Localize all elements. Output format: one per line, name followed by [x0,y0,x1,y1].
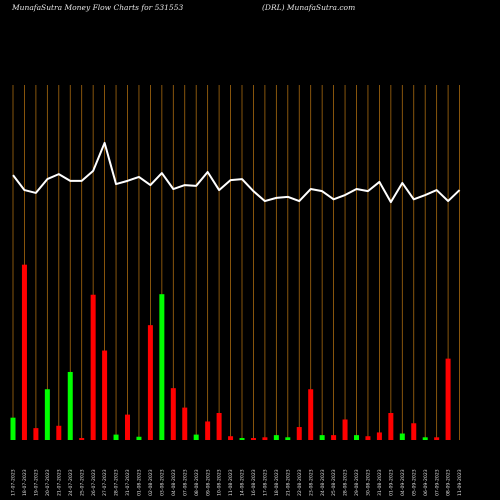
x-tick-label: 08-08-2023 [194,469,200,496]
bar [308,389,314,440]
x-tick-label: 27-07-2023 [102,469,108,496]
x-tick-label: 09-08-2023 [205,469,211,496]
bar [365,436,371,440]
bar [67,371,73,440]
x-tick-label: 28-08-2023 [343,469,349,496]
bar [90,294,96,440]
chart-site-label: (DRL) MunafaSutra.com [262,3,356,12]
bar [239,438,245,440]
bar [193,434,199,440]
x-tick-label: 19-07-2023 [34,469,40,496]
x-tick-label: 06-09-2023 [423,469,429,496]
bar [285,437,291,440]
x-tick-label: 24-08-2023 [320,469,326,496]
x-tick-label: 23-08-2023 [308,469,314,496]
bar [273,435,279,440]
bar [21,264,27,440]
x-tick-label: 07-09-2023 [434,469,440,496]
x-tick-label: 20-07-2023 [45,469,51,496]
x-tick-label: 25-08-2023 [331,469,337,496]
x-tick-label: 28-07-2023 [114,469,120,496]
bar [422,437,428,440]
bar [102,350,108,440]
x-tick-label: 03-08-2023 [159,469,165,496]
x-tick-label: 18-07-2023 [22,469,28,496]
grid-lines [12,85,460,440]
bar [354,435,359,440]
x-tick-label: 01-08-2023 [137,469,143,496]
x-tick-label: 07-08-2023 [182,469,188,496]
chart-title: MunafaSutra Money Flow Charts for 531553 [12,3,184,12]
bar [125,414,130,440]
x-tick-labels: 17-07-2023 18-07-2023 19-07-2023 20-07-2023… [11,469,464,496]
bar [342,419,348,440]
bar [331,435,337,440]
bar [376,432,382,440]
x-tick-label: 24-07-2023 [68,469,74,496]
bar [113,434,119,440]
x-tick-label: 31-07-2023 [125,469,131,496]
bar [319,435,325,440]
bar [216,413,222,440]
x-tick-label: 11-08-2023 [228,469,234,496]
x-tick-label: 21-08-2023 [285,469,291,496]
bar [262,437,268,440]
x-tick-label: 31-08-2023 [377,469,383,496]
x-tick-label: 17-07-2023 [11,469,17,496]
x-tick-label: 17-08-2023 [263,469,269,496]
x-tick-label: 01-09-2023 [388,469,394,496]
bar [79,438,85,440]
bar [411,423,417,440]
x-tick-label: 05-09-2023 [411,469,417,496]
x-tick-label: 26-07-2023 [91,469,97,496]
bar [10,417,16,440]
x-tick-label: 22-08-2023 [297,469,303,496]
bar [170,388,176,440]
bar [159,294,165,440]
bar [228,436,234,440]
bar [44,389,50,440]
bar [250,438,256,440]
bar [33,428,39,440]
x-tick-label: 04-09-2023 [400,469,406,496]
x-tick-label: 04-08-2023 [171,469,177,496]
bar [205,421,211,440]
x-tick-label: 30-08-2023 [366,469,372,496]
x-tick-label: 10-08-2023 [217,469,223,496]
x-tick-label: 21-07-2023 [56,469,62,496]
bar [445,358,451,440]
bar [434,437,440,440]
price-line [12,141,461,204]
x-tick-label: 11-09-2023 [457,469,463,496]
x-tick-label: 16-08-2023 [251,469,257,496]
bar [147,325,153,440]
bar [399,433,405,440]
x-tick-label: 14-08-2023 [240,469,246,496]
bar [56,425,62,440]
x-tick-label: 29-08-2023 [354,469,360,496]
bar [388,413,394,440]
x-tick-label: 02-08-2023 [148,469,154,496]
x-tick-label: 08-09-2023 [446,469,452,496]
x-tick-label: 25-07-2023 [79,469,85,496]
bar [182,407,188,440]
x-tick-label: 18-08-2023 [274,469,280,496]
bars [10,264,451,440]
bar [136,436,142,440]
bar [296,427,302,440]
